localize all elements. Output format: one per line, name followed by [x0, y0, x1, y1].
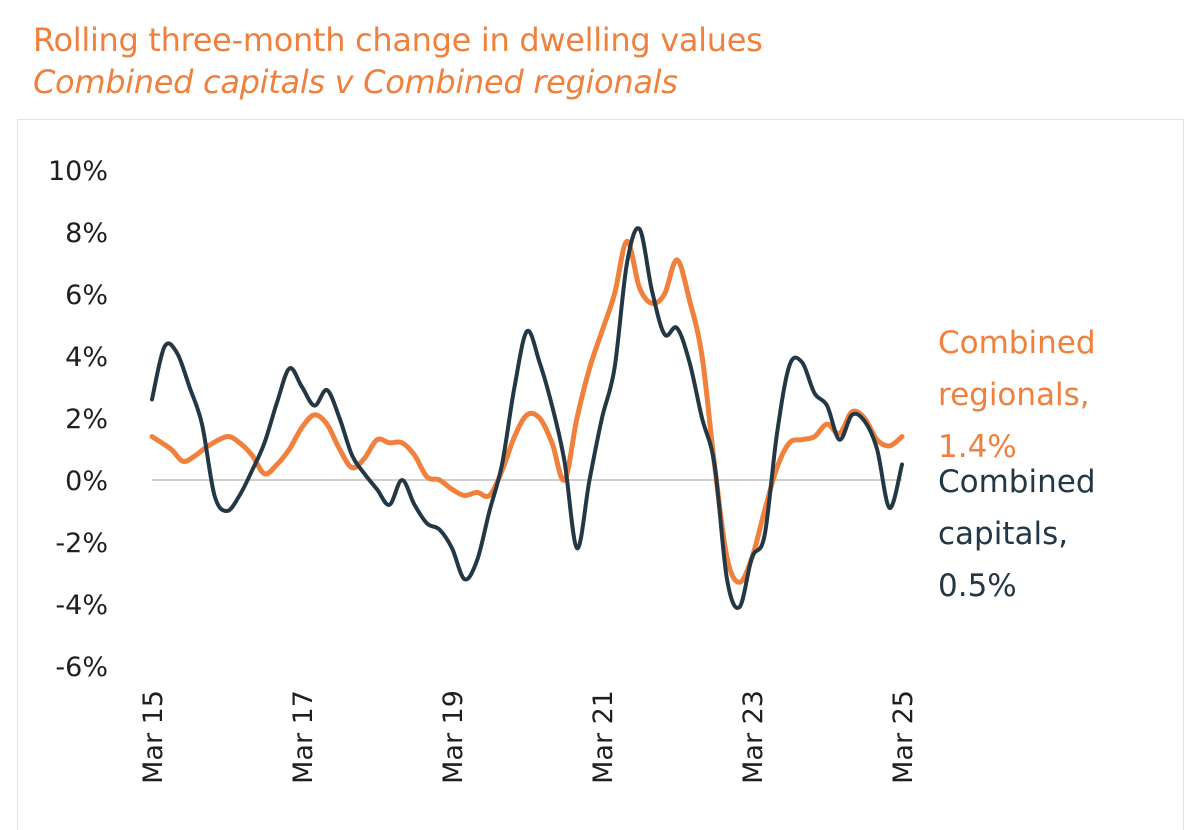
series-line-combined-regionals [149, 238, 905, 585]
label-combined-capitals: capitals, [938, 516, 1068, 552]
series-line-combined-capitals [150, 226, 904, 610]
y-tick-label: -4% [55, 590, 108, 621]
x-tick-label: Mar 23 [738, 690, 769, 784]
series-lines [149, 226, 905, 610]
y-tick-label: 6% [65, 280, 108, 311]
x-axis-ticks: Mar 15 Mar 17 Mar 19 Mar 21 Mar 23 Mar 25 [138, 690, 919, 784]
x-tick-label: Mar 21 [588, 690, 619, 784]
chart-subtitle: Combined capitals v Combined regionals [33, 63, 678, 101]
label-combined-regionals: 1.4% [938, 429, 1017, 465]
x-tick-label: Mar 25 [888, 690, 919, 784]
y-tick-label: 2% [65, 404, 108, 435]
series-end-labels: Combinedregionals,1.4%Combinedcapitals,0… [938, 325, 1096, 604]
y-tick-label: -2% [55, 528, 108, 559]
label-combined-capitals: 0.5% [938, 568, 1017, 604]
x-tick-label: Mar 19 [438, 690, 469, 784]
y-axis-ticks: 10% 8% 6% 4% 2% 0% -2% -4% -6% [48, 156, 108, 683]
y-tick-label: 8% [65, 218, 108, 249]
chart-frame [17, 119, 1184, 830]
chart-title: Rolling three-month change in dwelling v… [33, 21, 763, 59]
x-tick-label: Mar 17 [288, 690, 319, 784]
label-combined-regionals: Combined [938, 325, 1096, 361]
y-tick-label: 0% [65, 466, 108, 497]
label-combined-capitals: Combined [938, 464, 1096, 500]
y-tick-label: 4% [65, 342, 108, 373]
y-tick-label: -6% [55, 652, 108, 683]
label-combined-regionals: regionals, [938, 377, 1090, 413]
x-tick-label: Mar 15 [138, 690, 169, 784]
y-tick-label: 10% [48, 156, 108, 187]
